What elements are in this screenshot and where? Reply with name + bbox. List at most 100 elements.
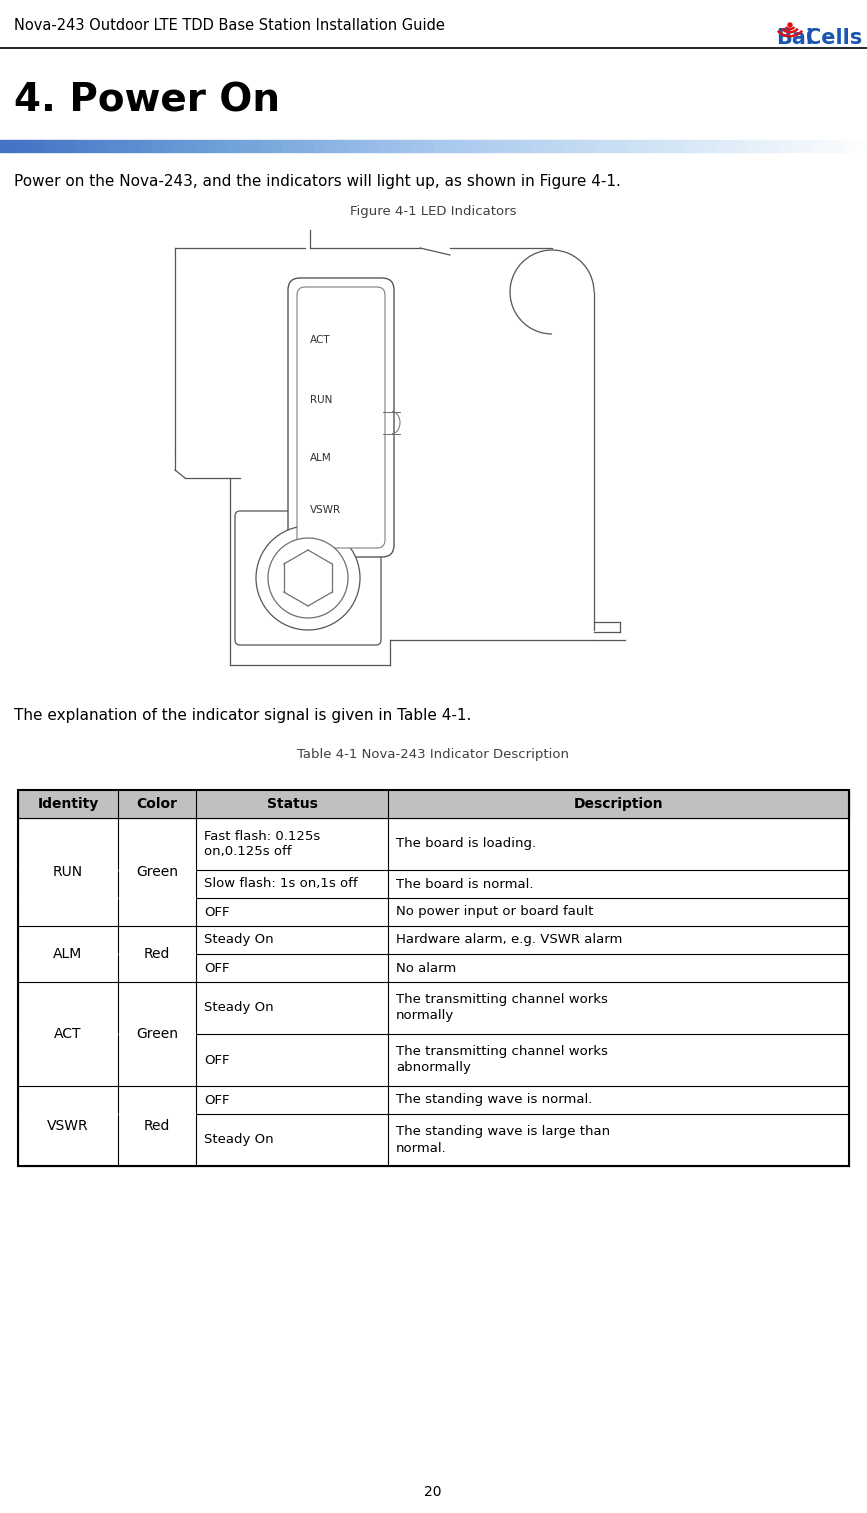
Bar (173, 141, 185, 151)
FancyBboxPatch shape (297, 287, 385, 548)
Text: RUN: RUN (310, 395, 332, 405)
Bar (120, 141, 130, 151)
Bar (18, 982, 849, 1033)
Text: Color: Color (136, 797, 178, 811)
Circle shape (788, 23, 792, 27)
Bar (0, 141, 10, 151)
Bar (857, 141, 867, 151)
Text: Slow flash: 1s on,1s off: Slow flash: 1s on,1s off (204, 878, 357, 891)
Text: Figure 4-1 LED Indicators: Figure 4-1 LED Indicators (349, 204, 516, 218)
Bar (487, 141, 499, 151)
Bar (336, 141, 347, 151)
Text: The board is loading.: The board is loading. (396, 838, 536, 850)
Bar (119, 897, 195, 899)
Bar (22, 141, 33, 151)
Text: No alarm: No alarm (396, 961, 456, 974)
Bar (466, 141, 477, 151)
Bar (260, 141, 271, 151)
Text: VSWR: VSWR (310, 505, 341, 514)
Text: The transmitting channel works: The transmitting channel works (396, 1045, 608, 1059)
Bar (140, 141, 152, 151)
Bar (444, 141, 455, 151)
Text: The board is normal.: The board is normal. (396, 878, 533, 891)
Bar (770, 141, 780, 151)
Text: ACT: ACT (55, 1027, 81, 1041)
Bar (250, 141, 260, 151)
Bar (108, 141, 120, 151)
Bar (19, 868, 117, 871)
Bar (282, 141, 293, 151)
Bar (303, 141, 315, 151)
Bar (737, 141, 747, 151)
Text: Green: Green (136, 865, 178, 879)
FancyBboxPatch shape (235, 511, 381, 645)
Bar (455, 141, 466, 151)
Bar (423, 141, 434, 151)
Bar (18, 790, 849, 1167)
Text: Steady On: Steady On (204, 1133, 274, 1147)
Bar (834, 141, 845, 151)
Bar (845, 141, 857, 151)
Text: Fast flash: 0.125s: Fast flash: 0.125s (204, 829, 320, 843)
Bar (97, 141, 108, 151)
Text: The standing wave is normal.: The standing wave is normal. (396, 1094, 592, 1106)
Bar (19, 897, 117, 899)
Text: OFF: OFF (204, 905, 230, 918)
Bar (43, 141, 54, 151)
Bar (792, 141, 802, 151)
Bar (477, 141, 487, 151)
Bar (715, 141, 727, 151)
Bar (315, 141, 325, 151)
Text: Red: Red (144, 947, 170, 961)
Text: Green: Green (136, 1027, 178, 1041)
Bar (18, 899, 849, 926)
Bar (368, 141, 380, 151)
Bar (727, 141, 737, 151)
Bar (510, 141, 520, 151)
Bar (401, 141, 412, 151)
Text: abnormally: abnormally (396, 1062, 471, 1074)
Text: OFF: OFF (204, 1094, 230, 1106)
Bar (683, 141, 694, 151)
Bar (802, 141, 813, 151)
Bar (33, 141, 43, 151)
Bar (412, 141, 423, 151)
Bar (18, 1114, 849, 1167)
Bar (19, 1033, 117, 1035)
Text: Nova-243 Outdoor LTE TDD Base Station Installation Guide: Nova-243 Outdoor LTE TDD Base Station In… (14, 18, 445, 33)
Text: normal.: normal. (396, 1141, 447, 1154)
Bar (293, 141, 303, 151)
Bar (18, 926, 849, 955)
Bar (325, 141, 336, 151)
Text: The standing wave is large than: The standing wave is large than (396, 1126, 610, 1138)
Bar (227, 141, 238, 151)
Text: No power input or board fault: No power input or board fault (396, 905, 593, 918)
Bar (434, 141, 444, 151)
Bar (629, 141, 640, 151)
Text: Description: Description (574, 797, 663, 811)
Text: 4. Power On: 4. Power On (14, 82, 280, 120)
Bar (759, 141, 770, 151)
Text: ALM: ALM (54, 947, 82, 961)
Text: Red: Red (144, 1120, 170, 1133)
Bar (65, 141, 76, 151)
Bar (553, 141, 564, 151)
Bar (130, 141, 140, 151)
Bar (575, 141, 585, 151)
Text: ALM: ALM (310, 452, 332, 463)
Bar (564, 141, 575, 151)
Bar (640, 141, 650, 151)
Text: on,0.125s off: on,0.125s off (204, 846, 291, 858)
Text: Status: Status (266, 797, 317, 811)
Text: Table 4-1 Nova-243 Indicator Description: Table 4-1 Nova-243 Indicator Description (297, 747, 569, 761)
Bar (672, 141, 683, 151)
Bar (380, 141, 390, 151)
Bar (87, 141, 97, 151)
Bar (185, 141, 195, 151)
Bar (607, 141, 617, 151)
Bar (19, 1114, 117, 1115)
Bar (119, 1033, 195, 1035)
Circle shape (268, 539, 348, 617)
Bar (585, 141, 596, 151)
Bar (119, 1114, 195, 1115)
